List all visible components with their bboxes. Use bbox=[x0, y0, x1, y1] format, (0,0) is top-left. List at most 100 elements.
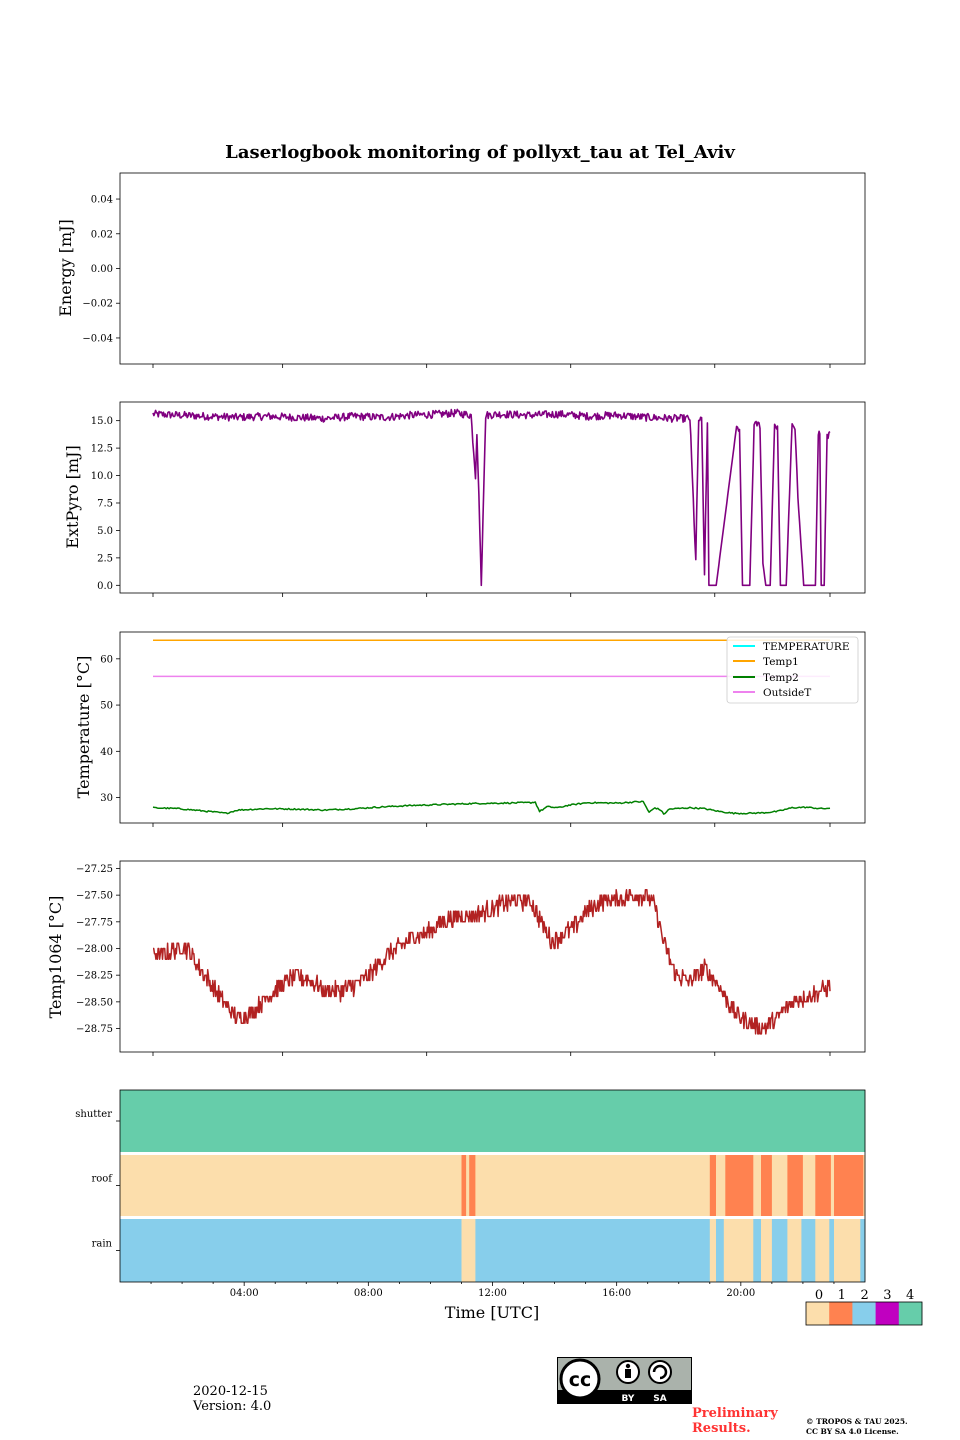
flag-cell-rain bbox=[829, 1219, 835, 1282]
flag-cell-roof bbox=[753, 1155, 762, 1216]
flag-cell-rain bbox=[461, 1219, 476, 1282]
flag-row-label-rain: rain bbox=[92, 1239, 113, 1250]
legend-label-temperature: TEMPERATURE bbox=[763, 641, 850, 653]
colorbar-tick-label: 1 bbox=[838, 1288, 846, 1303]
cc-badge-by: BY bbox=[622, 1394, 635, 1404]
extpyro-ytick-label: 2.5 bbox=[97, 553, 113, 564]
flag-cell-roof bbox=[469, 1155, 476, 1216]
temp1064-ytick-label: −27.25 bbox=[76, 864, 113, 875]
flag-cell-roof bbox=[787, 1155, 804, 1216]
flag-cell-roof bbox=[802, 1155, 816, 1216]
temp1064-ytick-label: −27.75 bbox=[76, 917, 113, 928]
flag-cell-roof bbox=[761, 1155, 773, 1216]
energy-ytick-label: 0.02 bbox=[91, 229, 113, 240]
temp1064-axes-frame bbox=[119, 860, 866, 1053]
flag-cell-roof bbox=[830, 1155, 835, 1216]
extpyro-ytick-label: 10.0 bbox=[91, 471, 113, 482]
energy-ytick-label: −0.04 bbox=[82, 333, 113, 344]
energy-ylabel: Energy [mJ] bbox=[56, 219, 75, 317]
temp1064-xticks bbox=[152, 1052, 831, 1056]
energy-ytick-label: 0.00 bbox=[91, 264, 113, 275]
copyright-line-2: CC BY SA 4.0 License. bbox=[806, 1427, 899, 1436]
cc-badge-sa: SA bbox=[653, 1394, 666, 1404]
extpyro-ylabel: ExtPyro [mJ] bbox=[63, 445, 82, 548]
flag-cell-rain bbox=[834, 1219, 861, 1282]
extpyro-axes-frame bbox=[119, 401, 866, 594]
copyright-note: © TROPOS & TAU 2025. CC BY SA 4.0 Licens… bbox=[806, 1417, 908, 1437]
cc-logo-letters: cc bbox=[569, 1369, 592, 1391]
temperature-axes-frame bbox=[119, 631, 866, 824]
cc-by-sa-badge: cc BY SA bbox=[557, 1357, 692, 1404]
flags-panel: shutter roof rain 04:00 08:00 12:00 16:00 20:0… bbox=[75, 1089, 866, 1322]
energy-yticks: 0.04 0.02 0.00 −0.02 −0.04 bbox=[82, 195, 120, 344]
flags-xlabel: Time [UTC] bbox=[445, 1303, 539, 1322]
flag-cell-roof bbox=[466, 1155, 470, 1216]
energy-ytick-label: −0.02 bbox=[82, 299, 113, 310]
extpyro-xticks bbox=[152, 593, 831, 597]
flags-rowlabels: shutter roof rain bbox=[75, 1109, 120, 1251]
temp2-line bbox=[152, 800, 831, 815]
temperature-legend: TEMPERATURE Temp1 Temp2 OutsideT bbox=[726, 636, 859, 704]
flag-cell-rain bbox=[860, 1219, 866, 1282]
temperature-panel: 60 50 40 30 Temperature [°C] TEMPERATURE Te… bbox=[74, 631, 866, 827]
copyright-line-1: © TROPOS & TAU 2025. bbox=[806, 1417, 908, 1426]
legend-label-temp2: Temp2 bbox=[763, 672, 799, 684]
attribution-body bbox=[625, 1369, 631, 1378]
preliminary-line-2: Results. bbox=[692, 1421, 751, 1436]
temp1064-ylabel: Temp1064 [°C] bbox=[46, 896, 65, 1019]
flag-cell-rain bbox=[753, 1219, 762, 1282]
energy-panel: 0.04 0.02 0.00 −0.02 −0.04 Energy [mJ] bbox=[56, 172, 866, 368]
flag-cell-roof bbox=[716, 1155, 726, 1216]
flags-xticks: 04:00 08:00 12:00 16:00 20:00 bbox=[150, 1282, 835, 1299]
temperature-ytick-label: 50 bbox=[100, 701, 113, 712]
temp1064-ytick-label: −28.50 bbox=[76, 997, 113, 1008]
flag-row-label-roof: roof bbox=[91, 1174, 113, 1185]
attribution-head bbox=[625, 1363, 631, 1369]
preliminary-line-1: Preliminary bbox=[692, 1406, 778, 1421]
colorbar-cell bbox=[852, 1302, 876, 1325]
colorbar-cell bbox=[898, 1302, 923, 1325]
colorbar-tick-label: 3 bbox=[883, 1288, 891, 1303]
flag-cell-roof bbox=[725, 1155, 754, 1216]
cc-logo-icon bbox=[559, 1358, 601, 1400]
temp1064-ytick-label: −28.25 bbox=[76, 971, 113, 982]
colorbar-tick-label: 4 bbox=[906, 1288, 914, 1303]
flag-cell-roof bbox=[709, 1155, 717, 1216]
temperature-xticks bbox=[152, 823, 831, 827]
colorbar-frame bbox=[805, 1301, 923, 1326]
temperature-ylabel: Temperature [°C] bbox=[74, 656, 93, 799]
flag-cell-rain bbox=[787, 1219, 802, 1282]
footer-version: Version: 4.0 bbox=[193, 1399, 272, 1414]
temp1064-yticks: −27.25 −27.50 −27.75 −28.00 −28.25 −28.50 −28.… bbox=[76, 864, 120, 1035]
temp1064-panel: −27.25 −27.50 −27.75 −28.00 −28.25 −28.50 −28.… bbox=[46, 860, 866, 1056]
legend-box bbox=[726, 636, 859, 704]
flag-cell-rain bbox=[716, 1219, 725, 1282]
flag-cell-roof bbox=[120, 1155, 462, 1216]
temperature-ytick-label: 30 bbox=[100, 793, 113, 804]
temp1064-ytick-label: −28.75 bbox=[76, 1024, 113, 1035]
flags-xtick-label: 20:00 bbox=[726, 1288, 755, 1299]
extpyro-yticks: 15.0 12.5 10.0 7.5 5.0 2.5 0.0 bbox=[91, 416, 120, 592]
colorbar-cells bbox=[806, 1302, 923, 1325]
flag-cell-shutter bbox=[120, 1090, 866, 1152]
flag-cell-rain bbox=[771, 1219, 788, 1282]
extpyro-ytick-label: 15.0 bbox=[91, 416, 113, 427]
legend-label-temp1: Temp1 bbox=[763, 656, 799, 668]
temperature-yticks: 60 50 40 30 bbox=[100, 654, 120, 804]
footer-date-version: 2020-12-15 Version: 4.0 bbox=[193, 1384, 271, 1414]
colorbar-cell bbox=[875, 1302, 900, 1325]
colorbar-cell bbox=[806, 1302, 830, 1325]
footer-date: 2020-12-15 bbox=[193, 1384, 268, 1399]
flag-cell-rain bbox=[475, 1219, 711, 1282]
flags-xtick-label: 04:00 bbox=[230, 1288, 259, 1299]
colorbar-tick-label: 2 bbox=[860, 1288, 868, 1303]
preliminary-results-note: Preliminary Results. bbox=[692, 1406, 778, 1436]
flag-cell-roof bbox=[461, 1155, 467, 1216]
extpyro-ytick-label: 12.5 bbox=[91, 444, 113, 455]
colorbar-cell bbox=[829, 1302, 853, 1325]
flag-cell-roof bbox=[834, 1155, 864, 1216]
flags-xtick-label: 12:00 bbox=[478, 1288, 507, 1299]
